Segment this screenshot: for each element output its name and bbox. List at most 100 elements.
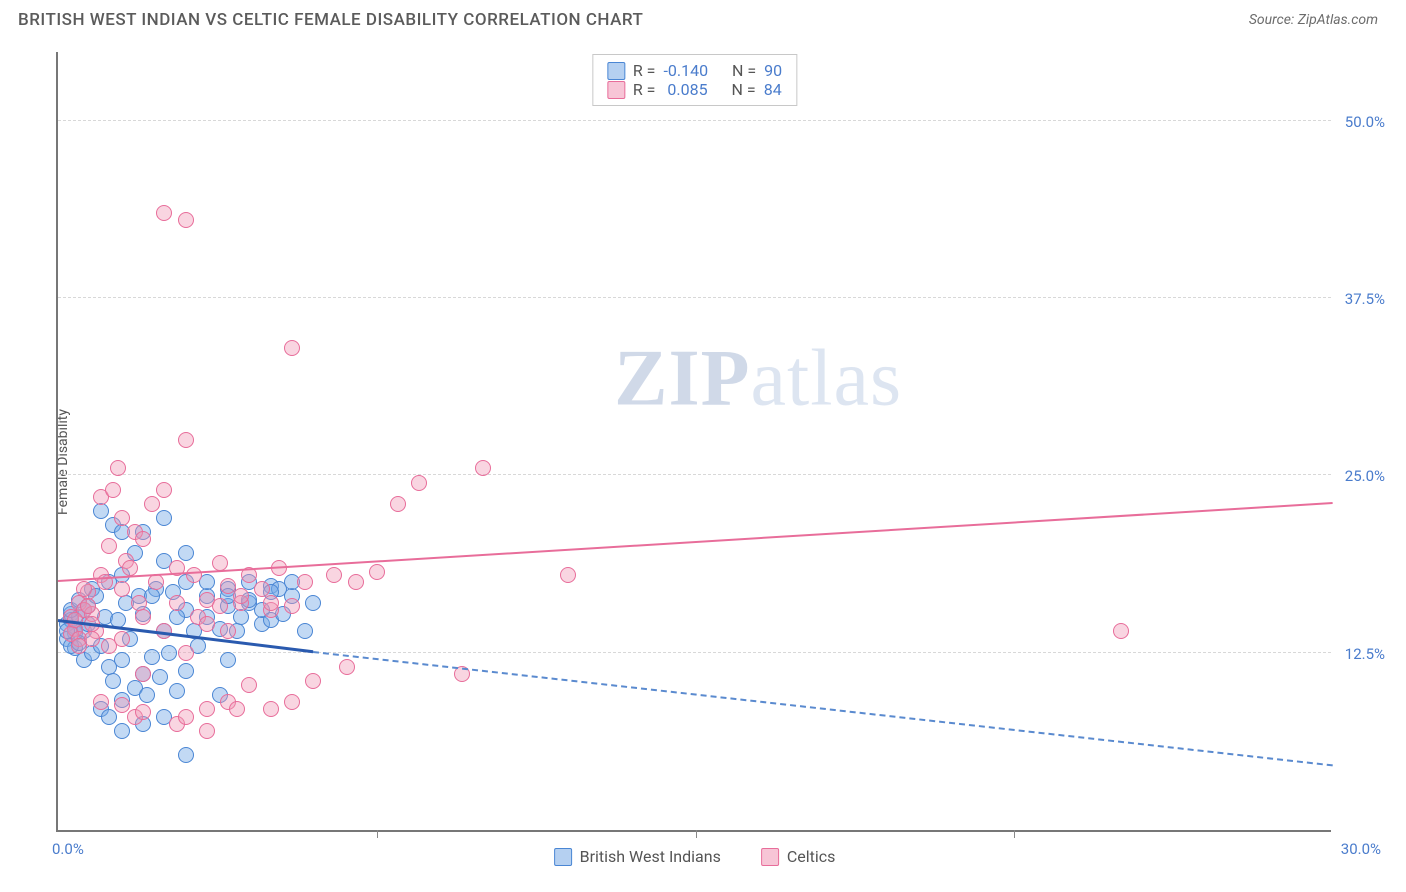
data-point — [178, 747, 194, 763]
data-point — [114, 631, 130, 647]
data-point — [105, 673, 121, 689]
data-point — [178, 432, 194, 448]
n-value-2: 84 — [764, 80, 782, 99]
trend-line — [313, 651, 1333, 766]
data-point — [212, 598, 228, 614]
data-point — [135, 666, 151, 682]
trend-line — [58, 502, 1333, 582]
data-point — [122, 560, 138, 576]
data-point — [233, 588, 249, 604]
data-point — [326, 567, 342, 583]
watermark-light: atlas — [751, 334, 903, 422]
data-point — [114, 723, 130, 739]
data-point — [229, 701, 245, 717]
data-point — [135, 609, 151, 625]
data-point — [93, 503, 109, 519]
y-tick-label: 12.5% — [1345, 645, 1385, 663]
data-point — [144, 496, 160, 512]
data-point — [105, 482, 121, 498]
data-point — [135, 531, 151, 547]
data-point — [390, 496, 406, 512]
data-point — [169, 683, 185, 699]
data-point — [263, 701, 279, 717]
data-point — [411, 475, 427, 491]
x-origin-label: 0.0% — [52, 840, 84, 858]
data-point — [84, 631, 100, 647]
data-point — [76, 581, 92, 597]
data-point — [101, 709, 117, 725]
data-point — [297, 574, 313, 590]
x-tick — [696, 830, 697, 838]
legend-label-1: British West Indians — [580, 847, 721, 866]
data-point — [305, 673, 321, 689]
swatch-pink-icon — [761, 848, 779, 866]
data-point — [1113, 623, 1129, 639]
data-point — [114, 581, 130, 597]
data-point — [93, 694, 109, 710]
watermark: ZIPatlas — [614, 333, 902, 424]
n-label: N = — [732, 61, 756, 80]
r-label: R = — [633, 61, 656, 80]
data-point — [348, 574, 364, 590]
data-point — [80, 598, 96, 614]
data-point — [156, 482, 172, 498]
data-point — [284, 598, 300, 614]
y-tick-label: 37.5% — [1345, 290, 1385, 308]
gridline — [58, 474, 1331, 475]
data-point — [114, 652, 130, 668]
data-point — [114, 510, 130, 526]
data-point — [220, 623, 236, 639]
data-point — [101, 538, 117, 554]
data-point — [305, 595, 321, 611]
data-point — [199, 701, 215, 717]
x-tick — [1014, 830, 1015, 838]
data-point — [199, 723, 215, 739]
data-point — [178, 709, 194, 725]
data-point — [178, 545, 194, 561]
y-tick-label: 50.0% — [1345, 113, 1385, 131]
x-tick — [377, 830, 378, 838]
source-attribution: Source: ZipAtlas.com — [1249, 12, 1378, 28]
data-point — [161, 645, 177, 661]
data-point — [475, 460, 491, 476]
data-point — [220, 652, 236, 668]
swatch-pink-icon — [607, 81, 625, 99]
gridline — [58, 652, 1331, 653]
data-point — [233, 609, 249, 625]
data-point — [144, 649, 160, 665]
data-point — [284, 340, 300, 356]
x-end-label: 30.0% — [1341, 840, 1381, 858]
data-point — [139, 687, 155, 703]
swatch-blue-icon — [554, 848, 572, 866]
legend-stats-row-1: R = -0.140 N = 90 — [607, 61, 782, 80]
data-point — [156, 510, 172, 526]
data-point — [178, 212, 194, 228]
swatch-blue-icon — [607, 62, 625, 80]
data-point — [169, 609, 185, 625]
watermark-bold: ZIP — [614, 334, 750, 422]
legend-item-2: Celtics — [761, 847, 836, 866]
y-tick-label: 25.0% — [1345, 467, 1385, 485]
legend-series: British West Indians Celtics — [554, 847, 836, 866]
n-label: N = — [732, 80, 756, 99]
data-point — [297, 623, 313, 639]
data-point — [263, 595, 279, 611]
data-point — [339, 659, 355, 675]
plot-area: ZIPatlas R = -0.140 N = 90 R = 0.085 N =… — [56, 52, 1331, 832]
data-point — [152, 669, 168, 685]
data-point — [199, 616, 215, 632]
data-point — [135, 704, 151, 720]
chart-title: BRITISH WEST INDIAN VS CELTIC FEMALE DIS… — [18, 10, 643, 30]
chart-container: Female Disability ZIPatlas R = -0.140 N … — [18, 42, 1388, 882]
n-value-1: 90 — [764, 61, 782, 80]
data-point — [169, 595, 185, 611]
data-point — [110, 460, 126, 476]
r-label: R = — [633, 80, 656, 99]
data-point — [178, 645, 194, 661]
data-point — [178, 663, 194, 679]
data-point — [186, 567, 202, 583]
data-point — [156, 205, 172, 221]
legend-label-2: Celtics — [787, 847, 836, 866]
r-value-2: 0.085 — [663, 80, 707, 99]
data-point — [284, 694, 300, 710]
